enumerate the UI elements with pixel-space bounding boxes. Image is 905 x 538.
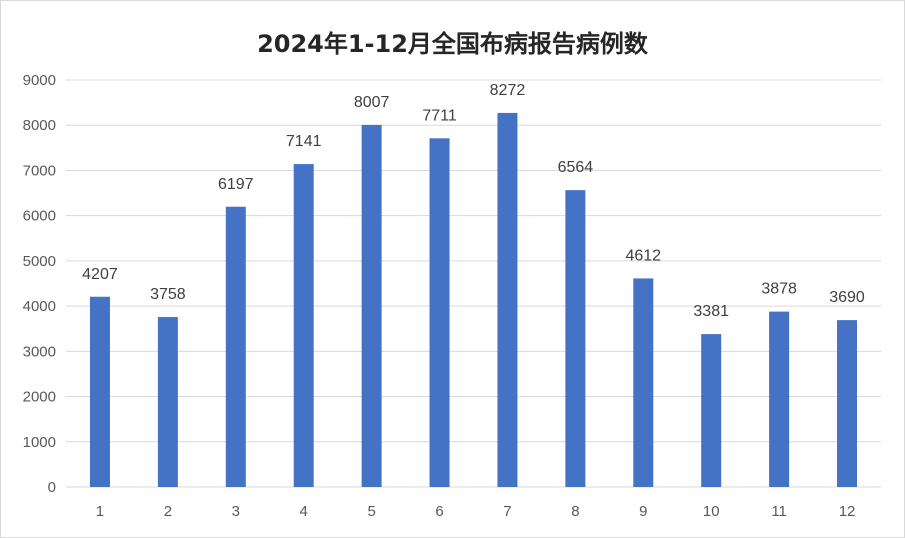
y-tick-label: 3000 xyxy=(23,343,56,360)
x-tick-label: 10 xyxy=(703,503,720,520)
bar xyxy=(293,164,314,487)
gridlines xyxy=(66,79,881,488)
data-label: 6197 xyxy=(218,176,254,193)
bar xyxy=(225,206,246,488)
bar xyxy=(497,112,518,487)
bar xyxy=(361,124,382,487)
x-tick-label: 6 xyxy=(435,503,443,520)
y-tick-label: 9000 xyxy=(23,72,56,89)
data-label: 6564 xyxy=(558,159,594,176)
bar xyxy=(157,317,178,487)
x-tick-label: 5 xyxy=(367,503,375,520)
x-tick-label: 4 xyxy=(300,503,308,520)
data-label: 8007 xyxy=(354,94,390,111)
x-tick-label: 11 xyxy=(771,503,787,520)
data-label: 4612 xyxy=(625,247,661,264)
data-label: 3690 xyxy=(829,289,865,306)
y-tick-label: 8000 xyxy=(23,117,56,134)
bar xyxy=(769,311,790,487)
bar xyxy=(565,190,586,488)
y-tick-label: 4000 xyxy=(23,298,56,315)
y-tick-label: 7000 xyxy=(23,162,56,179)
bar xyxy=(701,334,722,487)
bar xyxy=(633,278,654,487)
data-label: 7141 xyxy=(286,133,322,150)
x-tick-label: 1 xyxy=(96,503,104,520)
data-label: 8272 xyxy=(490,82,526,99)
data-label: 3878 xyxy=(761,281,797,298)
data-label: 7711 xyxy=(422,107,457,124)
data-label: 3381 xyxy=(693,303,729,320)
y-tick-label: 5000 xyxy=(23,253,56,270)
x-tick-label: 8 xyxy=(571,503,579,520)
x-tick-label: 3 xyxy=(232,503,240,520)
x-axis-ticks: 1 2 3 4 5 6 7 8 9 10 11 12 xyxy=(96,503,856,520)
chart-title: 2024年1-12月全国布病报告病例数 xyxy=(257,30,648,58)
bars xyxy=(89,112,858,488)
data-labels: 4207 3758 6197 7141 8007 7711 8272 6564 4612 3381… xyxy=(82,82,865,320)
x-tick-label: 9 xyxy=(639,503,647,520)
x-tick-label: 2 xyxy=(164,503,172,520)
bar xyxy=(429,138,450,487)
bar xyxy=(89,296,110,487)
y-tick-label: 1000 xyxy=(23,434,56,451)
y-axis-ticks: 0 1000 2000 3000 4000 5000 6000 7000 8000 9000 xyxy=(23,72,56,496)
data-label: 4207 xyxy=(82,266,118,283)
y-tick-label: 6000 xyxy=(23,208,56,225)
y-tick-label: 0 xyxy=(48,479,56,496)
data-label: 3758 xyxy=(150,286,186,303)
x-tick-label: 7 xyxy=(503,503,511,520)
x-tick-label: 12 xyxy=(839,503,856,520)
bar xyxy=(837,320,858,487)
y-tick-label: 2000 xyxy=(23,389,56,406)
